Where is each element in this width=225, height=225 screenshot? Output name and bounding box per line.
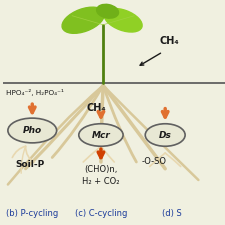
Ellipse shape xyxy=(104,9,142,32)
Text: (CHO)n,
H₂ + CO₂: (CHO)n, H₂ + CO₂ xyxy=(82,165,120,186)
Ellipse shape xyxy=(145,124,185,146)
Ellipse shape xyxy=(8,118,57,143)
Text: -O-SO: -O-SO xyxy=(142,158,166,166)
Text: CH₄: CH₄ xyxy=(87,103,106,113)
Text: Mcr: Mcr xyxy=(92,130,110,140)
Ellipse shape xyxy=(79,124,123,146)
Text: (c) C-cycling: (c) C-cycling xyxy=(75,209,127,218)
Text: CH₄: CH₄ xyxy=(160,36,179,45)
Text: Ds: Ds xyxy=(159,130,172,140)
Ellipse shape xyxy=(62,7,104,33)
Text: Soil-P: Soil-P xyxy=(16,160,45,169)
Text: HPO₄⁻², H₂PO₄⁻¹: HPO₄⁻², H₂PO₄⁻¹ xyxy=(6,89,63,96)
Text: (b) P-cycling: (b) P-cycling xyxy=(6,209,58,218)
Ellipse shape xyxy=(97,4,119,18)
Text: Pho: Pho xyxy=(23,126,42,135)
Text: (d) S: (d) S xyxy=(162,209,182,218)
